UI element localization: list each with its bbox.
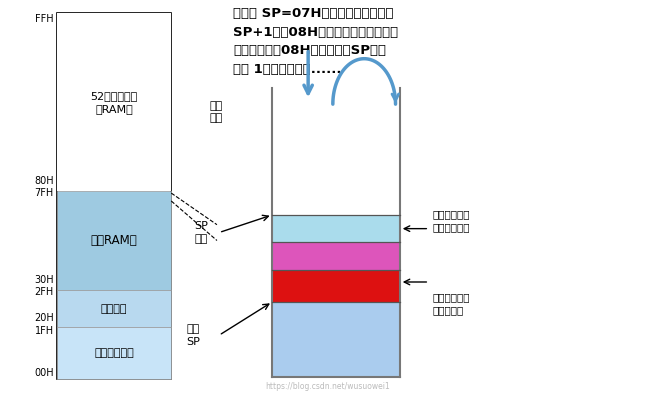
Text: 位寻址区: 位寻址区 bbox=[101, 304, 127, 314]
Text: 7FH: 7FH bbox=[34, 188, 54, 198]
Text: 80H: 80H bbox=[34, 176, 54, 186]
Text: 工作寄存器区: 工作寄存器区 bbox=[94, 348, 134, 358]
Text: 30H: 30H bbox=[34, 275, 54, 285]
Text: 复位后 SP=07H，数据进栈时：首先
SP+1指向08H单元，第一个放进堆栈
的数据将放进08H单元，然后SP再自
动增 1，仍指着栈顶......: 复位后 SP=07H，数据进栈时：首先 SP+1指向08H单元，第一个放进堆栈 … bbox=[234, 7, 398, 76]
Bar bbox=[57, 191, 171, 290]
Text: 普通RAM区: 普通RAM区 bbox=[91, 234, 138, 247]
Text: 2FH: 2FH bbox=[34, 287, 54, 297]
Bar bbox=[57, 290, 171, 328]
Text: 下一个进栈的
数据将存在此: 下一个进栈的 数据将存在此 bbox=[432, 209, 470, 232]
Text: https://blog.csdn.net/wusuowei1: https://blog.csdn.net/wusuowei1 bbox=[266, 382, 390, 391]
Text: FFH: FFH bbox=[35, 14, 54, 24]
Bar bbox=[272, 302, 400, 377]
Bar bbox=[57, 13, 171, 379]
Bar bbox=[57, 13, 171, 191]
Text: 00H: 00H bbox=[34, 368, 54, 378]
Bar bbox=[272, 270, 400, 302]
Text: 52子系列才有
的RAM区: 52子系列才有 的RAM区 bbox=[91, 91, 138, 114]
Text: 已经进栈的数
据存放在此: 已经进栈的数 据存放在此 bbox=[432, 293, 470, 315]
Bar bbox=[57, 328, 171, 379]
Bar bbox=[272, 242, 400, 270]
Text: 初始
SP: 初始 SP bbox=[186, 324, 200, 347]
Text: 数据
进栈: 数据 进栈 bbox=[209, 101, 222, 123]
Text: SP
栈顶: SP 栈顶 bbox=[194, 221, 208, 244]
Bar bbox=[272, 215, 400, 242]
Text: 20H: 20H bbox=[34, 312, 54, 322]
Text: 1FH: 1FH bbox=[35, 326, 54, 336]
